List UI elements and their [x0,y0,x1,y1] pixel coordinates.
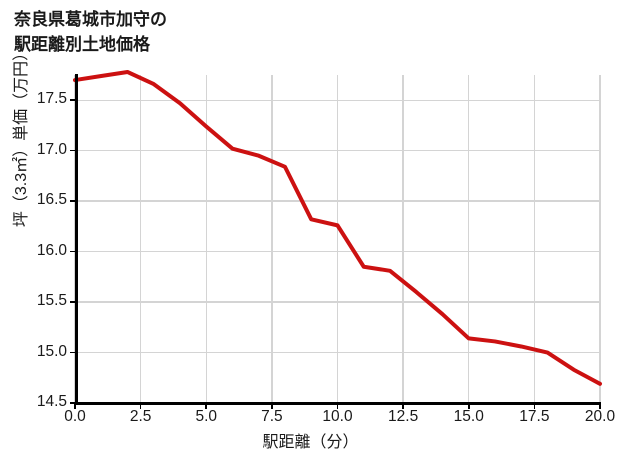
x-tick-mark [271,404,273,409]
gridline-vertical [271,75,273,403]
y-tick-mark [70,351,75,354]
y-tick-label: 17.0 [36,140,67,158]
y-tick-label: 15.0 [36,342,67,360]
gridline-vertical [533,75,536,403]
y-tick-mark [70,250,75,253]
x-tick-label: 7.5 [261,408,283,425]
y-tick-mark [70,200,75,202]
y-tick-mark [70,402,75,404]
x-tick-label: 12.5 [388,408,419,425]
x-axis-spine [74,402,601,405]
gridline-vertical [205,75,207,403]
gridline-vertical [402,75,404,403]
y-axis-title: 坪（3.3㎡）単価（万円） [13,44,30,228]
x-tick-mark [139,404,142,409]
gridline-vertical [139,75,142,403]
chart-title: 奈良県葛城市加守の 駅距離別土地価格 [14,10,167,54]
x-tick-label: 2.5 [129,408,152,425]
y-tick-mark [70,301,75,303]
x-tick-mark [74,404,76,409]
price-line-path [73,69,602,386]
x-tick-label: 20.0 [584,408,616,425]
x-tick-label: 0.0 [64,408,86,425]
gridline-vertical [468,75,470,403]
x-tick-mark [467,404,470,409]
x-tick-mark [599,404,601,409]
x-tick-label: 15.0 [453,408,484,425]
x-tick-label: 5.0 [195,408,218,425]
y-tick-label: 17.5 [36,90,67,108]
gridline-vertical [336,75,339,403]
y-tick-label: 15.5 [36,292,67,310]
x-tick-mark [205,404,208,409]
y-tick-label: 16.0 [36,241,67,259]
y-tick-label: 16.5 [36,191,67,209]
x-tick-mark [336,404,339,409]
data-series-line [73,69,602,386]
x-tick-mark [402,404,404,409]
x-tick-label: 17.5 [519,408,550,425]
y-tick-label: 14.5 [36,393,67,410]
x-tick-mark [533,404,536,409]
x-tick-label: 10.0 [322,408,353,425]
gridline-vertical [599,75,601,403]
y-tick-mark [70,99,75,102]
y-axis-spine [75,74,78,404]
x-axis-title: 駅距離（分） [262,434,359,451]
plot-area [73,69,602,404]
y-tick-mark [70,149,75,152]
